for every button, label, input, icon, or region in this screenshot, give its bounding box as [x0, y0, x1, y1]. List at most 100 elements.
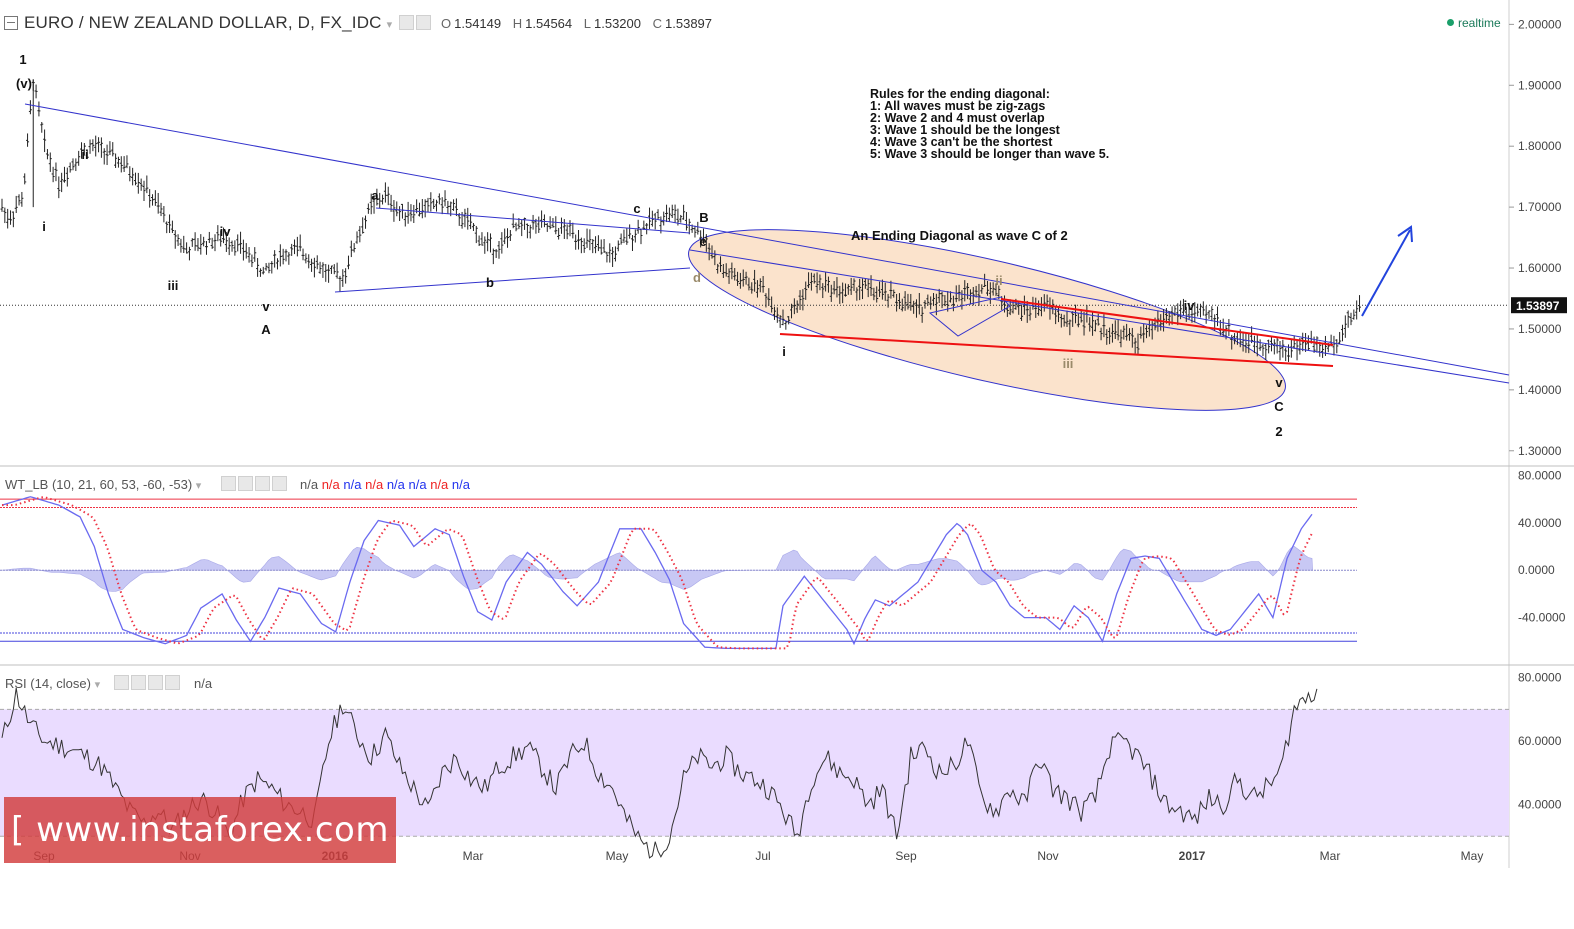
diagonal-channel-line: [689, 249, 1510, 384]
rule-line: 4: Wave 3 can't be the shortest: [870, 135, 1053, 149]
rule-line: Rules for the ending diagonal:: [870, 87, 1050, 101]
rsi-title: RSI (14, close): [5, 676, 91, 691]
time-axis-label: Nov: [1037, 849, 1058, 863]
wt-legend[interactable]: WT_LB (10, 21, 60, 53, -60, -53) ▾: [5, 477, 201, 492]
wt-value-6: n/a: [430, 477, 449, 492]
low-value: 1.53200: [594, 16, 641, 31]
open-label: O: [441, 16, 452, 31]
gear-icon[interactable]: [416, 15, 431, 30]
low-label: L: [583, 16, 591, 31]
chart-canvas: 2.00000 1.90000 1.80000 1.70000 1.60000 1.500…: [0, 0, 1574, 868]
gear-icon[interactable]: [131, 675, 146, 690]
last-price-label: 1.53897: [1516, 299, 1560, 313]
wave-label: v: [1275, 375, 1283, 390]
price-tick-label: 1.30000: [1518, 444, 1562, 458]
wt-value-4: n/a: [386, 477, 405, 492]
wave-label: (v): [16, 76, 32, 91]
projection-arrow-line: [1361, 229, 1411, 317]
price-tick-label: 1.80000: [1518, 139, 1562, 153]
price-tick-label: 1.90000: [1518, 78, 1562, 92]
eye-icon[interactable]: [399, 15, 414, 30]
eye-icon[interactable]: [221, 476, 236, 491]
wt-controls: [221, 476, 289, 494]
rsi-legend[interactable]: RSI (14, close) ▾: [5, 676, 100, 691]
diagonal-upper-red-line: [1000, 298, 1334, 346]
close-icon[interactable]: [272, 476, 287, 491]
candles: [0, 79, 1362, 362]
realtime-label: realtime: [1458, 16, 1501, 30]
time-axis-label: Mar: [1320, 849, 1341, 863]
wave-label: A: [261, 322, 271, 337]
wave-ii-box: [928, 296, 1011, 337]
projection-arrow-head: [1397, 225, 1413, 243]
wt-title: WT_LB (10, 21, 60, 53, -60, -53): [5, 477, 193, 492]
wave-label: iii: [1063, 356, 1074, 371]
wave-label: iv: [1184, 298, 1196, 313]
chevron-down-icon[interactable]: ▾: [386, 19, 393, 31]
wave-label: B: [699, 210, 708, 225]
time-axis-label: May: [1461, 849, 1484, 863]
wave-label: 2: [1275, 424, 1282, 439]
wave-label: 1: [19, 52, 26, 67]
wave-label: C: [1274, 399, 1284, 414]
time-axis-label: May: [606, 849, 629, 863]
plus-icon[interactable]: [148, 675, 163, 690]
wt-values: n/a n/a n/a n/a n/a n/a n/a n/a: [300, 477, 470, 492]
rule-line: 5: Wave 3 should be longer than wave 5.: [870, 147, 1109, 161]
wave-label: iv: [220, 224, 232, 239]
wt-tick-label: 80.0000: [1518, 468, 1562, 482]
panels: [0, 0, 1574, 868]
overlay-back: [688, 229, 1286, 411]
ending-diagonal-caption: An Ending Diagonal as wave C of 2: [851, 228, 1068, 243]
chevron-down-icon[interactable]: ▾: [94, 679, 101, 691]
triangle-lower-line: [334, 267, 691, 293]
wave-label: i: [42, 219, 46, 234]
wt-histogram-area: [1, 546, 1313, 592]
wt-value-7: n/a: [451, 477, 470, 492]
price-tick-label: 2.00000: [1518, 17, 1562, 31]
rsi-tick-label: 40.0000: [1518, 798, 1562, 812]
rule-line: 3: Wave 1 should be the longest: [870, 123, 1061, 137]
overlay-front: [0, 103, 1510, 384]
close-icon[interactable]: [165, 675, 180, 690]
time-axis-label: Sep: [895, 849, 917, 863]
gear-icon[interactable]: [238, 476, 253, 491]
wave-label: ii: [995, 273, 1002, 288]
live-dot-icon: [1447, 19, 1454, 26]
close-value: 1.53897: [665, 16, 713, 31]
rsi-tick-label: 60.0000: [1518, 734, 1562, 748]
price-tick-label: 1.40000: [1518, 383, 1562, 397]
header-controls: [399, 15, 433, 33]
rsi-value: n/a: [194, 676, 213, 691]
open-value: 1.54149: [454, 16, 502, 31]
eye-icon[interactable]: [114, 675, 129, 690]
wt-value-0: n/a: [300, 477, 319, 492]
time-axis-label: 2017: [1179, 849, 1206, 863]
wt-histogram: [1, 546, 1313, 592]
wave-label: d: [693, 270, 701, 285]
ohlc-readout: O 1.54149 H 1.54564 L 1.53200 C 1.53897: [441, 16, 720, 31]
last-price-badge: [1511, 297, 1567, 314]
time-axis-label: Mar: [463, 849, 484, 863]
collapse-icon[interactable]: [4, 16, 18, 30]
price-tick-label: 1.70000: [1518, 200, 1562, 214]
wave-label: ii: [81, 147, 88, 162]
wt-wave1-line: [1, 496, 1313, 650]
wt-value-2: n/a: [343, 477, 362, 492]
high-label: H: [512, 16, 523, 31]
close-label: C: [652, 16, 663, 31]
major-downtrend-line: [24, 103, 1510, 376]
wave-label: b: [486, 275, 494, 290]
plus-icon[interactable]: [255, 476, 270, 491]
symbol-title[interactable]: EURO / NEW ZEALAND DOLLAR, D, FX_IDC ▾: [24, 13, 392, 33]
wt-value-3: n/a: [365, 477, 384, 492]
symbol-label: EURO / NEW ZEALAND DOLLAR, D, FX_IDC: [24, 13, 382, 32]
rsi-controls: [114, 675, 182, 693]
wave-label: v: [262, 299, 270, 314]
ending-diagonal-ellipse: [688, 229, 1286, 411]
triangle-upper-line: [375, 207, 691, 234]
chevron-down-icon[interactable]: ▾: [195, 480, 202, 492]
wave-label: c: [633, 201, 640, 216]
wave-label: i: [782, 344, 786, 359]
